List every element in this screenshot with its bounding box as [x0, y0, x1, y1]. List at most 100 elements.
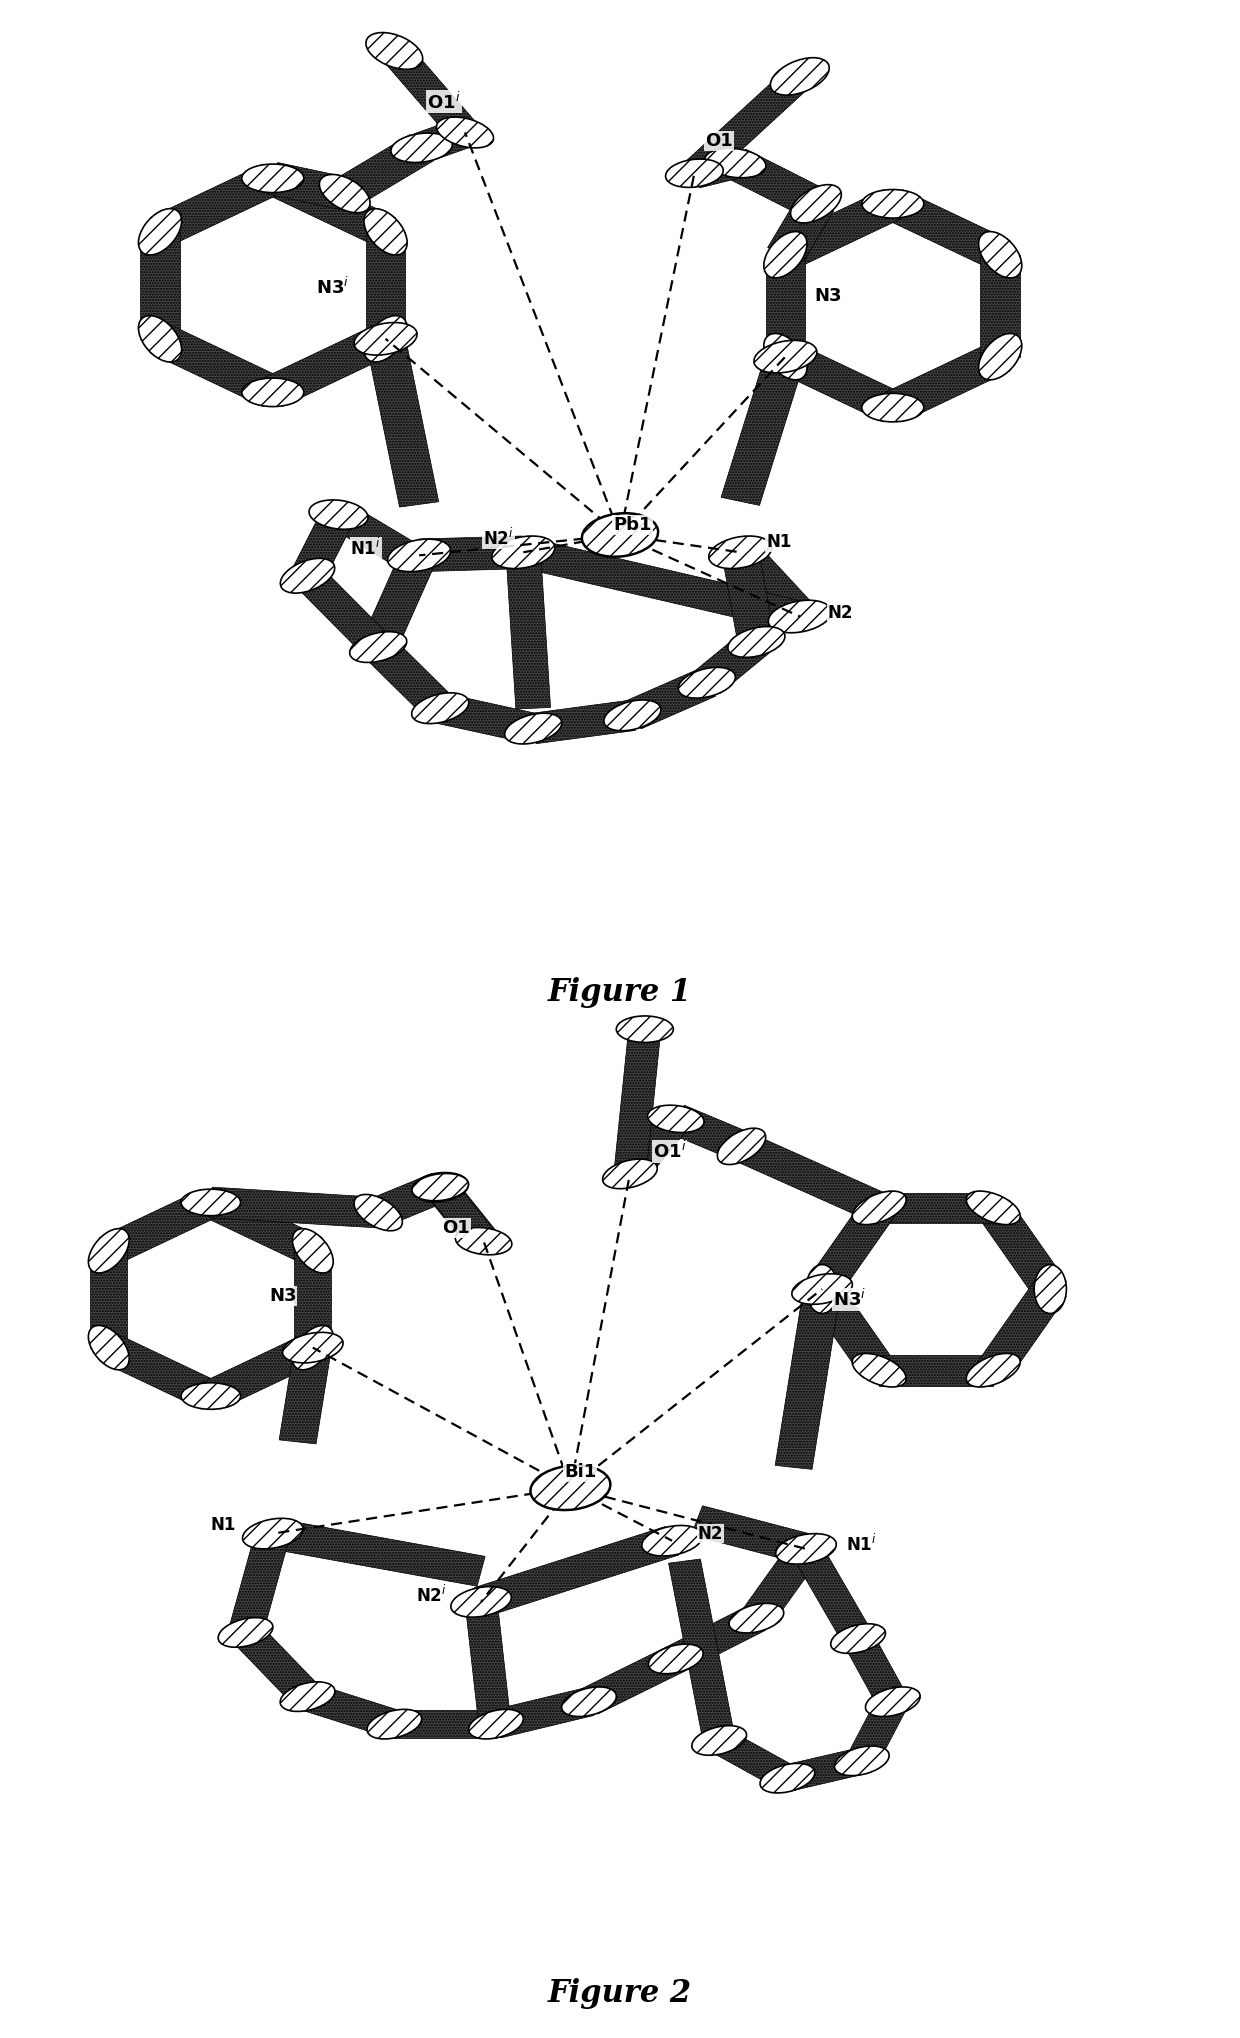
Polygon shape	[981, 255, 1021, 357]
Ellipse shape	[729, 1604, 784, 1632]
Ellipse shape	[760, 1763, 815, 1793]
Ellipse shape	[88, 1325, 129, 1370]
Text: N1: N1	[211, 1516, 236, 1535]
Ellipse shape	[365, 208, 407, 255]
Polygon shape	[140, 232, 180, 338]
Polygon shape	[883, 190, 1011, 269]
Ellipse shape	[717, 1129, 766, 1164]
Polygon shape	[722, 353, 805, 505]
Ellipse shape	[320, 175, 370, 212]
Ellipse shape	[181, 1190, 241, 1215]
Polygon shape	[711, 1730, 796, 1789]
Ellipse shape	[280, 558, 335, 593]
Polygon shape	[682, 67, 812, 181]
Ellipse shape	[562, 1687, 616, 1716]
Ellipse shape	[835, 1747, 889, 1775]
Polygon shape	[150, 165, 283, 247]
Ellipse shape	[367, 1710, 422, 1738]
Ellipse shape	[862, 393, 924, 422]
Polygon shape	[806, 1282, 895, 1378]
Polygon shape	[232, 1624, 321, 1706]
Ellipse shape	[792, 1274, 852, 1304]
Ellipse shape	[754, 340, 817, 373]
Polygon shape	[518, 538, 805, 632]
Polygon shape	[977, 1200, 1066, 1296]
Text: N1$^i$: N1$^i$	[847, 1533, 877, 1555]
Polygon shape	[506, 552, 551, 709]
Ellipse shape	[852, 1190, 906, 1225]
Ellipse shape	[293, 1229, 334, 1274]
Text: N1: N1	[766, 534, 791, 550]
Polygon shape	[693, 632, 770, 693]
Polygon shape	[201, 1190, 322, 1264]
Ellipse shape	[366, 33, 423, 69]
Ellipse shape	[242, 379, 304, 408]
Polygon shape	[363, 638, 455, 717]
Polygon shape	[150, 324, 283, 406]
Ellipse shape	[769, 601, 831, 632]
Ellipse shape	[139, 208, 181, 255]
Polygon shape	[775, 342, 903, 422]
Polygon shape	[91, 1251, 128, 1347]
Polygon shape	[667, 1105, 750, 1160]
Text: Bi1: Bi1	[564, 1463, 596, 1482]
Polygon shape	[580, 1647, 684, 1714]
Ellipse shape	[412, 1172, 469, 1202]
Polygon shape	[301, 1683, 401, 1738]
Ellipse shape	[642, 1526, 702, 1555]
Polygon shape	[210, 1188, 379, 1227]
Ellipse shape	[365, 316, 407, 363]
Ellipse shape	[978, 334, 1022, 379]
Polygon shape	[843, 1632, 908, 1708]
Ellipse shape	[649, 1645, 703, 1673]
Polygon shape	[475, 1526, 678, 1616]
Polygon shape	[883, 342, 1011, 422]
Polygon shape	[765, 255, 805, 357]
Ellipse shape	[451, 1588, 511, 1616]
Ellipse shape	[88, 1229, 129, 1274]
Ellipse shape	[283, 1333, 343, 1363]
Ellipse shape	[728, 626, 785, 658]
Polygon shape	[435, 693, 538, 744]
Polygon shape	[425, 1180, 498, 1249]
Ellipse shape	[492, 536, 554, 569]
Ellipse shape	[831, 1624, 885, 1653]
Ellipse shape	[355, 322, 417, 355]
Ellipse shape	[412, 1174, 469, 1200]
Polygon shape	[782, 1749, 867, 1791]
Polygon shape	[294, 567, 392, 656]
Ellipse shape	[616, 1017, 673, 1043]
Polygon shape	[366, 336, 439, 507]
Ellipse shape	[603, 1160, 657, 1188]
Ellipse shape	[412, 693, 469, 723]
Polygon shape	[279, 1345, 331, 1443]
Polygon shape	[742, 1541, 821, 1626]
Text: N3$^i$: N3$^i$	[833, 1288, 866, 1310]
Ellipse shape	[704, 149, 766, 177]
Text: O1: O1	[443, 1219, 470, 1237]
Ellipse shape	[966, 1190, 1021, 1225]
Polygon shape	[879, 1355, 993, 1386]
Polygon shape	[361, 550, 436, 652]
Ellipse shape	[852, 1353, 906, 1388]
Ellipse shape	[770, 57, 830, 96]
Ellipse shape	[436, 116, 494, 149]
Ellipse shape	[388, 540, 450, 571]
Polygon shape	[615, 1111, 691, 1182]
Ellipse shape	[678, 666, 735, 699]
Ellipse shape	[764, 232, 807, 277]
Ellipse shape	[604, 699, 661, 732]
Polygon shape	[879, 1192, 993, 1223]
Polygon shape	[291, 510, 355, 581]
Polygon shape	[725, 149, 826, 218]
Ellipse shape	[692, 1726, 746, 1755]
Text: O1$^i$: O1$^i$	[428, 92, 460, 112]
Polygon shape	[624, 668, 715, 730]
Ellipse shape	[309, 499, 368, 530]
Polygon shape	[791, 1543, 873, 1645]
Polygon shape	[201, 1335, 322, 1408]
Polygon shape	[722, 550, 775, 644]
Polygon shape	[531, 701, 635, 744]
Ellipse shape	[582, 514, 658, 556]
Polygon shape	[667, 1606, 765, 1671]
